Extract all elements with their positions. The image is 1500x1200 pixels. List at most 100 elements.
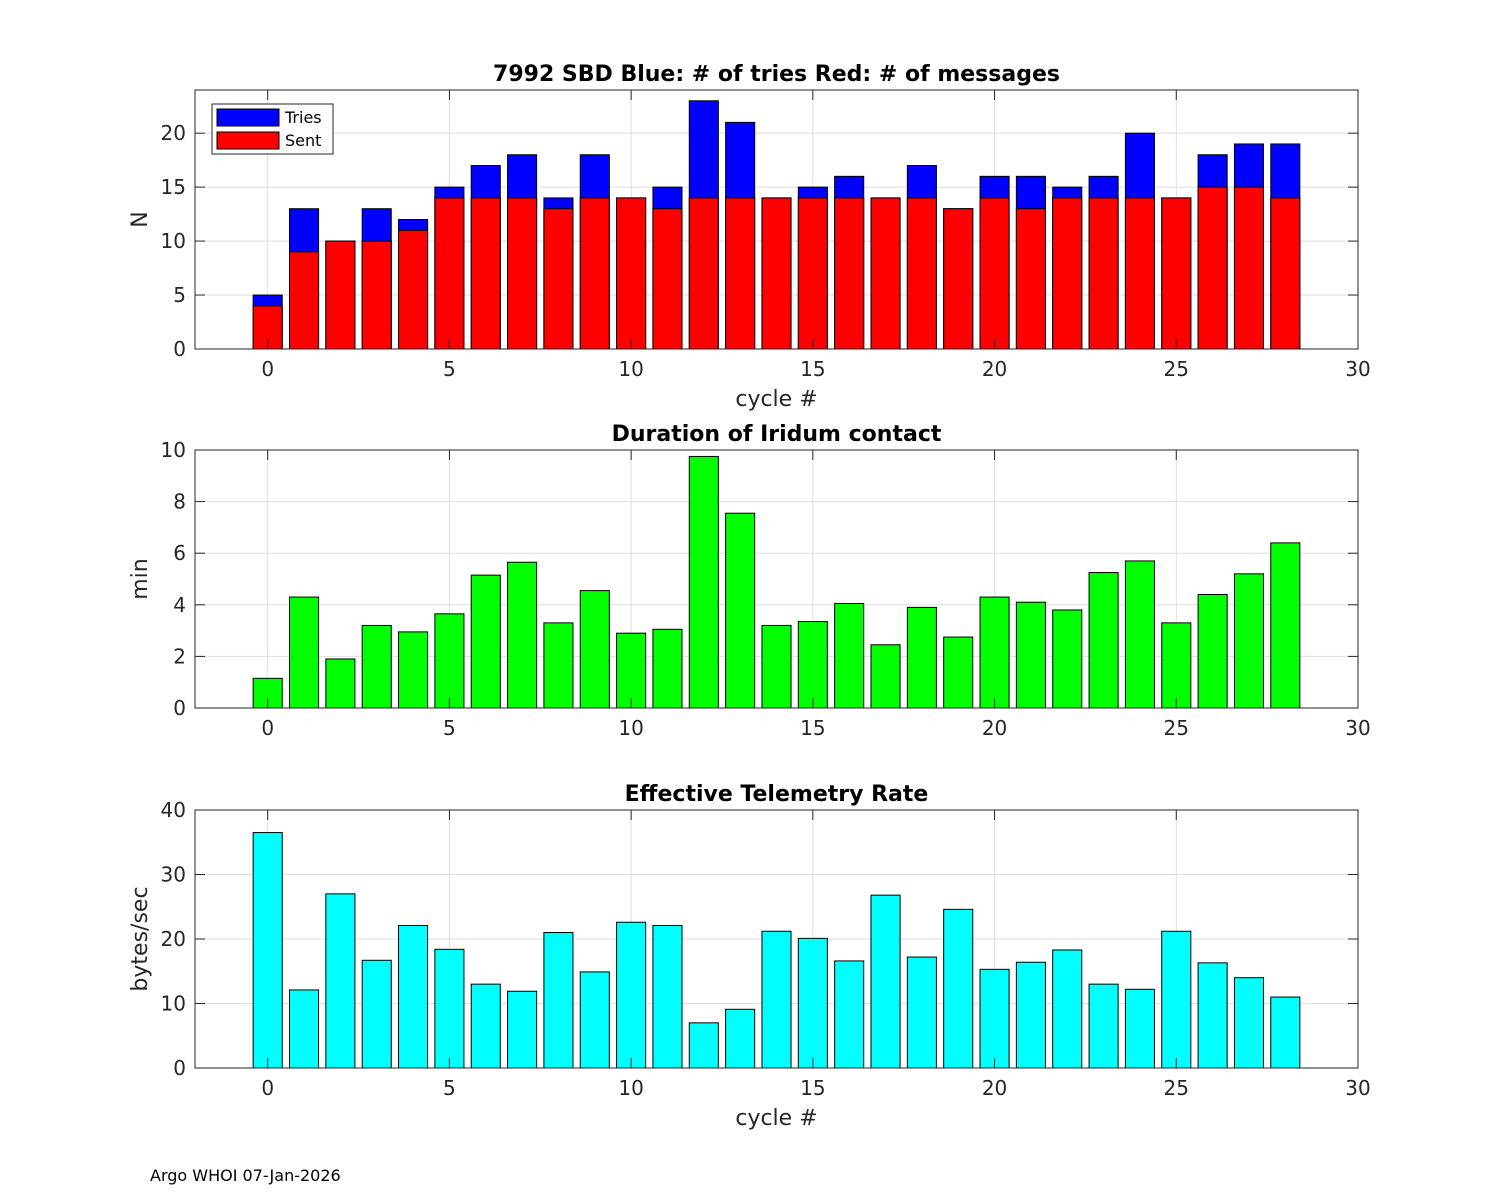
y-tick-label: 5 — [173, 283, 186, 307]
sent-bar — [834, 197, 865, 350]
y-tick-label: 4 — [173, 593, 186, 617]
rate-bar — [288, 989, 320, 1069]
duration-bar — [870, 644, 901, 709]
sent-bar — [725, 197, 756, 350]
duration-bar — [579, 590, 610, 709]
duration-bar — [616, 632, 647, 709]
y-tick-label: 10 — [161, 229, 186, 253]
sent-bar — [906, 197, 937, 350]
x-axis-label: cycle # — [735, 387, 817, 412]
sent-bar — [688, 197, 719, 350]
rate-bar — [870, 894, 901, 1069]
sent-bar — [1052, 197, 1083, 350]
sent-bar — [797, 197, 828, 350]
y-tick-label: 10 — [161, 438, 186, 462]
y-tick-label: 6 — [173, 541, 186, 565]
x-tick-label: 25 — [1164, 357, 1189, 381]
y-axis-label: bytes/sec — [128, 886, 153, 991]
chart-title: 7992 SBD Blue: # of tries Red: # of mess… — [493, 62, 1060, 87]
duration-bar — [943, 636, 974, 709]
x-tick-label: 30 — [1345, 716, 1370, 740]
rate-bar — [1015, 961, 1046, 1069]
x-tick-label: 10 — [618, 357, 643, 381]
x-tick-label: 0 — [261, 357, 274, 381]
rate-bar — [1124, 988, 1155, 1069]
rate-bar — [979, 968, 1010, 1069]
x-tick-label: 25 — [1164, 1076, 1189, 1100]
duration-bar — [434, 613, 465, 709]
rate-bar — [398, 924, 429, 1069]
rate-bar — [470, 983, 501, 1069]
tries-legend-label: Tries — [284, 108, 322, 127]
rate-bar — [1270, 996, 1301, 1069]
y-tick-label: 15 — [161, 175, 186, 199]
rate-bar — [616, 921, 647, 1069]
sent-bar — [470, 197, 501, 350]
rate-bar — [1197, 962, 1228, 1069]
rate-bar — [325, 893, 356, 1069]
x-tick-label: 30 — [1345, 1076, 1370, 1100]
rate-bar — [507, 990, 538, 1069]
duration-bar — [797, 621, 828, 709]
sent-bar — [361, 240, 392, 350]
rate-bar — [725, 1008, 756, 1069]
x-tick-label: 20 — [982, 1076, 1007, 1100]
sent-bar — [507, 197, 538, 350]
y-tick-label: 10 — [161, 992, 186, 1016]
duration-bar — [834, 603, 865, 709]
x-tick-label: 20 — [982, 716, 1007, 740]
sent-bar — [652, 208, 683, 350]
duration-bar — [1088, 572, 1119, 709]
duration-bar — [725, 512, 756, 709]
sent-bar — [1270, 197, 1301, 350]
duration-bar — [288, 596, 320, 709]
sent-bar — [1197, 186, 1228, 350]
y-tick-label: 40 — [161, 798, 186, 822]
rate-bar — [906, 956, 937, 1069]
sent-bar — [761, 197, 792, 350]
y-axis-label: min — [128, 558, 153, 600]
sent-legend-swatch — [216, 131, 280, 150]
duration-bar — [1052, 609, 1083, 709]
y-tick-label: 2 — [173, 644, 186, 668]
duration-bar — [688, 455, 719, 709]
duration-bar — [1015, 601, 1046, 709]
sent-bar — [870, 197, 901, 350]
duration-bar — [470, 574, 501, 709]
x-tick-label: 0 — [261, 1076, 274, 1100]
duration-bar — [543, 622, 574, 709]
x-axis-label: cycle # — [735, 1106, 817, 1131]
duration-chart: 0 5 10 15 20 25 30 0 2 4 6 8 10 Duration of Iridum co… — [128, 422, 1371, 740]
x-tick-label: 20 — [982, 357, 1007, 381]
x-tick-label: 10 — [618, 1076, 643, 1100]
sent-legend-label: Sent — [285, 131, 321, 150]
x-tick-label: 15 — [800, 716, 825, 740]
sent-bar — [543, 208, 574, 350]
sent-bar — [398, 229, 429, 350]
rate-bar — [361, 959, 392, 1069]
rate-bar — [834, 960, 865, 1069]
x-tick-label: 10 — [618, 716, 643, 740]
y-tick-label: 20 — [161, 121, 186, 145]
sent-bar — [616, 197, 647, 350]
rate-bar — [652, 924, 683, 1069]
rate-bar — [688, 1022, 719, 1069]
x-tick-label: 15 — [800, 1076, 825, 1100]
x-tick-label: 15 — [800, 357, 825, 381]
duration-bar — [398, 631, 429, 709]
sent-bar — [579, 197, 610, 350]
rate-bar — [434, 948, 465, 1069]
rate-bar — [1052, 949, 1083, 1069]
duration-bar — [906, 606, 937, 709]
duration-bar — [652, 628, 683, 709]
duration-bar — [1233, 573, 1265, 709]
tries-legend-swatch — [216, 108, 280, 127]
x-tick-label: 0 — [261, 716, 274, 740]
duration-bar — [361, 624, 392, 709]
rate-bar — [761, 930, 792, 1069]
rate-bar — [252, 832, 283, 1069]
duration-bar — [325, 658, 356, 709]
sent-bar — [1088, 197, 1119, 350]
y-tick-label: 0 — [173, 1056, 186, 1080]
rate-bar — [579, 971, 610, 1069]
